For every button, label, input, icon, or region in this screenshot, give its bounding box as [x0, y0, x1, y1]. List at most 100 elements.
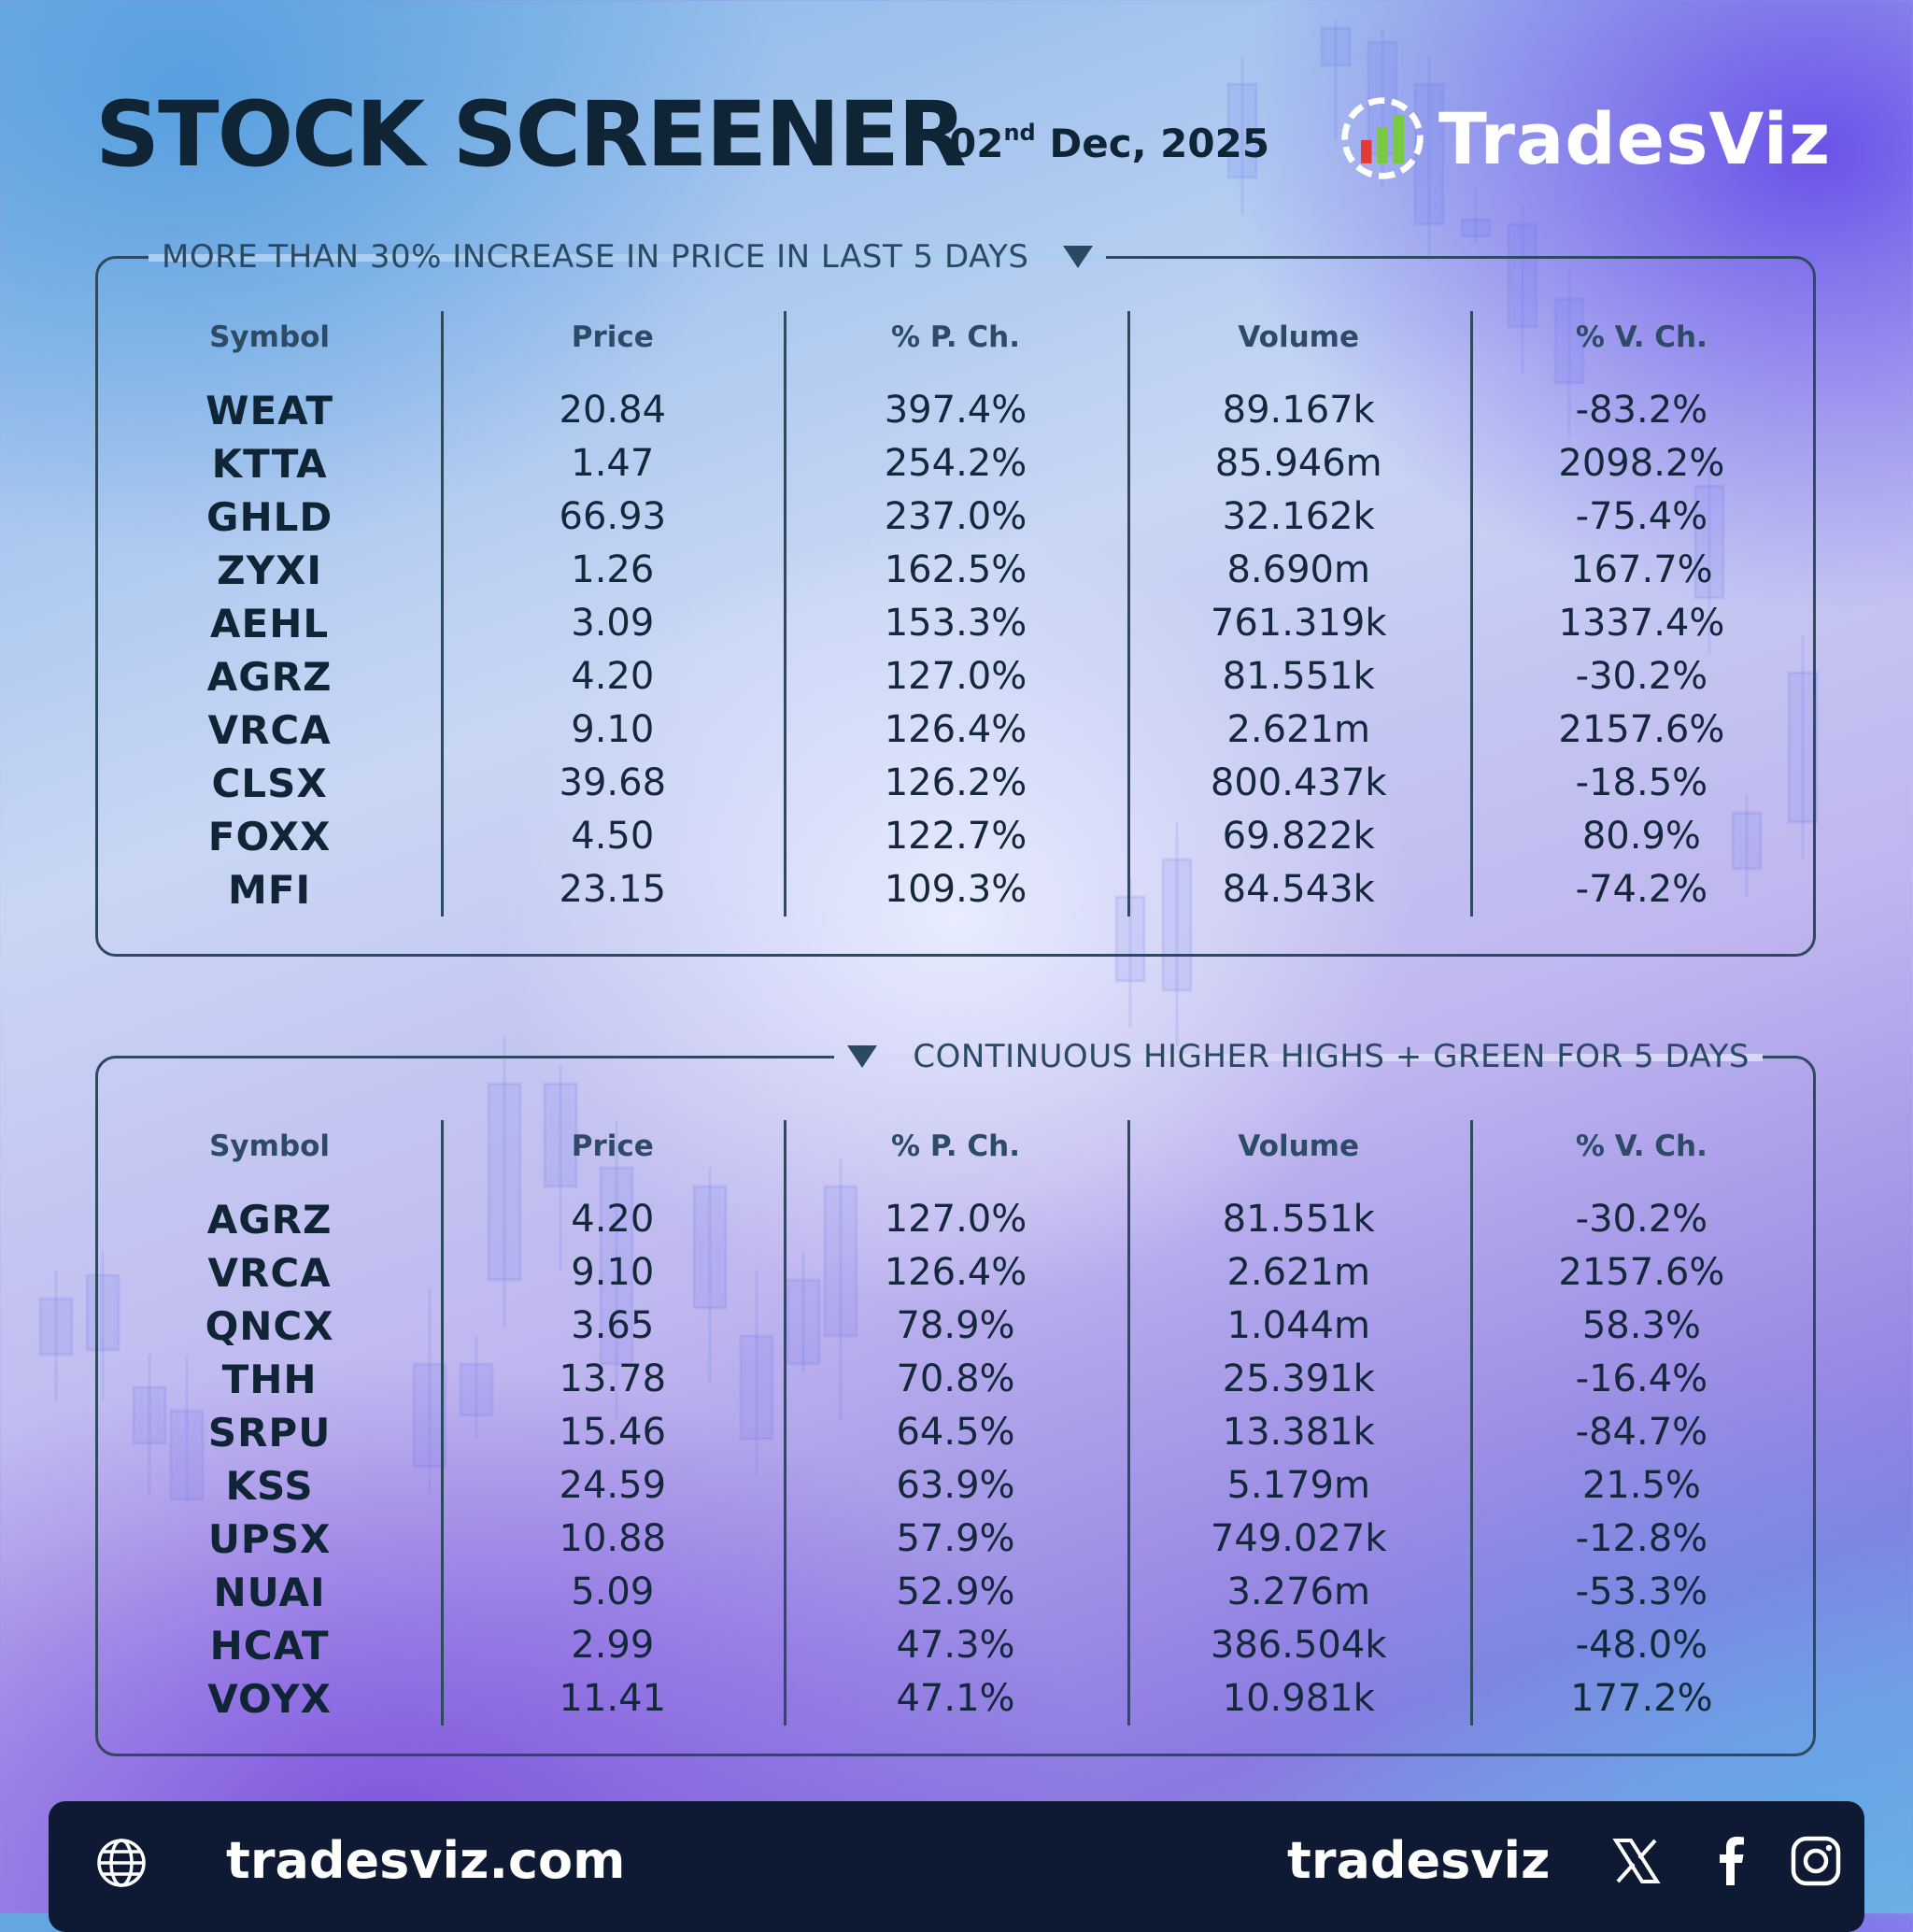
table-cell: -83.2%: [1575, 389, 1708, 432]
tradesviz-logo-icon: [1341, 97, 1424, 179]
panel-label-text: MORE THAN 30% INCREASE IN PRICE IN LAST …: [162, 238, 1029, 276]
table-cell: 47.3%: [896, 1624, 1015, 1667]
table-cell: 237.0%: [884, 495, 1027, 538]
screener-table: Symbol WEAT KTTA GHLD ZYXI AEHL AGRZ VRCA CLSX FO…: [98, 311, 1813, 916]
globe-icon: [97, 1839, 146, 1887]
table-cell: 13.78: [559, 1357, 667, 1400]
column-price-change: % P. Ch. 127.0% 126.4% 78.9% 70.8% 64.5% 63.9%…: [784, 1120, 1127, 1726]
table-cell: 25.391k: [1222, 1357, 1375, 1400]
panel-border-gap: [834, 1054, 1763, 1061]
table-cell: 81.551k: [1222, 1198, 1375, 1241]
table-cell: 1337.4%: [1558, 602, 1725, 645]
table-cell: -12.8%: [1575, 1517, 1708, 1560]
table-cell: 126.2%: [884, 761, 1027, 804]
facebook-icon[interactable]: [1706, 1835, 1758, 1887]
column-volume-change: % V. Ch. -30.2% 2157.6% 58.3% -16.4% -84.7% 21…: [1469, 1120, 1813, 1726]
table-cell: 2157.6%: [1558, 708, 1725, 751]
column-volume-change: % V. Ch. -83.2% 2098.2% -75.4% 167.7% 1337.4%…: [1469, 311, 1813, 916]
ticker-symbol: HCAT: [209, 1623, 330, 1669]
table-cell: 9.10: [571, 708, 655, 751]
table-cell: 2098.2%: [1558, 442, 1725, 485]
table-cell: 58.3%: [1581, 1304, 1701, 1347]
instagram-icon[interactable]: [1790, 1835, 1842, 1887]
table-cell: 57.9%: [896, 1517, 1015, 1560]
table-cell: -30.2%: [1575, 655, 1708, 698]
ticker-symbol: VRCA: [207, 707, 332, 753]
column-header: Volume: [1238, 1129, 1359, 1163]
table-cell: 761.319k: [1210, 602, 1387, 645]
table-cell: 11.41: [559, 1677, 667, 1720]
column-header: Symbol: [209, 320, 331, 354]
table-cell: 4.20: [571, 1198, 655, 1241]
table-cell: 5.09: [571, 1570, 655, 1613]
column-header: % P. Ch.: [890, 320, 1021, 354]
table-cell: 749.027k: [1210, 1517, 1387, 1560]
ticker-symbol: WEAT: [205, 388, 334, 433]
table-cell: 64.5%: [896, 1411, 1015, 1454]
table-cell: 126.4%: [884, 708, 1027, 751]
table-cell: 69.822k: [1222, 815, 1375, 858]
table-cell: 10.981k: [1222, 1677, 1375, 1720]
table-cell: 254.2%: [884, 442, 1027, 485]
brand-name: TradesViz: [1438, 96, 1832, 180]
social-handle: tradesviz: [1287, 1831, 1551, 1890]
table-cell: -75.4%: [1575, 495, 1708, 538]
table-cell: -30.2%: [1575, 1198, 1708, 1241]
table-cell: 1.26: [571, 548, 655, 591]
table-cell: 127.0%: [884, 1198, 1027, 1241]
ticker-symbol: AGRZ: [206, 1197, 333, 1243]
ticker-symbol: MFI: [228, 867, 312, 913]
column-header: Price: [571, 320, 654, 354]
screener-table: Symbol AGRZ VRCA QNCX THH SRPU KSS UPSX NUAI HCAT…: [98, 1120, 1813, 1726]
table-cell: 3.65: [571, 1304, 655, 1347]
ticker-symbol: KSS: [225, 1463, 314, 1509]
column-header: % V. Ch.: [1575, 1129, 1708, 1163]
footer-bar: tradesviz.com tradesviz: [49, 1801, 1864, 1932]
table-cell: 3.276m: [1226, 1570, 1370, 1613]
panel-border-gap: [149, 254, 1106, 262]
ticker-symbol: GHLD: [205, 494, 333, 540]
website-link[interactable]: tradesviz.com: [226, 1831, 626, 1890]
ticker-symbol: QNCX: [205, 1303, 334, 1349]
table-cell: 386.504k: [1210, 1624, 1387, 1667]
table-cell: 10.88: [559, 1517, 667, 1560]
table-cell: 66.93: [559, 495, 667, 538]
table-cell: 127.0%: [884, 655, 1027, 698]
brand-logo: TradesViz: [1338, 92, 1831, 185]
ticker-symbol: AEHL: [210, 601, 330, 646]
ticker-symbol: ZYXI: [217, 547, 323, 593]
table-cell: 9.10: [571, 1251, 655, 1294]
panel-label: MORE THAN 30% INCREASE IN PRICE IN LAST …: [149, 238, 1106, 276]
table-cell: 70.8%: [896, 1357, 1015, 1400]
table-cell: 24.59: [559, 1464, 667, 1507]
table-cell: 3.09: [571, 602, 655, 645]
table-cell: 47.1%: [896, 1677, 1015, 1720]
column-header: Volume: [1238, 320, 1359, 354]
table-cell: 122.7%: [884, 815, 1027, 858]
date-rest: Dec, 2025: [1035, 121, 1270, 166]
table-cell: 4.50: [571, 815, 655, 858]
ticker-symbol: UPSX: [207, 1516, 332, 1562]
column-price-change: % P. Ch. 397.4% 254.2% 237.0% 162.5% 153.3% 12…: [784, 311, 1127, 916]
table-cell: 20.84: [559, 389, 667, 432]
x-icon[interactable]: [1610, 1835, 1663, 1887]
table-cell: 800.437k: [1210, 761, 1387, 804]
column-symbol: Symbol WEAT KTTA GHLD ZYXI AEHL AGRZ VRCA CLSX FO…: [98, 311, 441, 916]
table-cell: 81.551k: [1222, 655, 1375, 698]
table-cell: -53.3%: [1575, 1570, 1708, 1613]
ticker-symbol: NUAI: [213, 1570, 326, 1615]
triangle-down-icon: [1062, 246, 1093, 268]
table-cell: 85.946m: [1214, 442, 1382, 485]
table-cell: 177.2%: [1570, 1677, 1713, 1720]
table-cell: 8.690m: [1226, 548, 1370, 591]
table-cell: -74.2%: [1575, 868, 1708, 911]
column-price: Price 20.84 1.47 66.93 1.26 3.09 4.20 9.10 39.68…: [441, 311, 784, 916]
ticker-symbol: KTTA: [211, 441, 328, 487]
table-cell: 5.179m: [1226, 1464, 1370, 1507]
ticker-symbol: FOXX: [207, 814, 332, 859]
page-title: STOCK SCREENER: [95, 82, 967, 187]
table-cell: 4.20: [571, 655, 655, 698]
ticker-symbol: VRCA: [207, 1250, 332, 1296]
table-cell: 78.9%: [896, 1304, 1015, 1347]
table-cell: 89.167k: [1222, 389, 1375, 432]
